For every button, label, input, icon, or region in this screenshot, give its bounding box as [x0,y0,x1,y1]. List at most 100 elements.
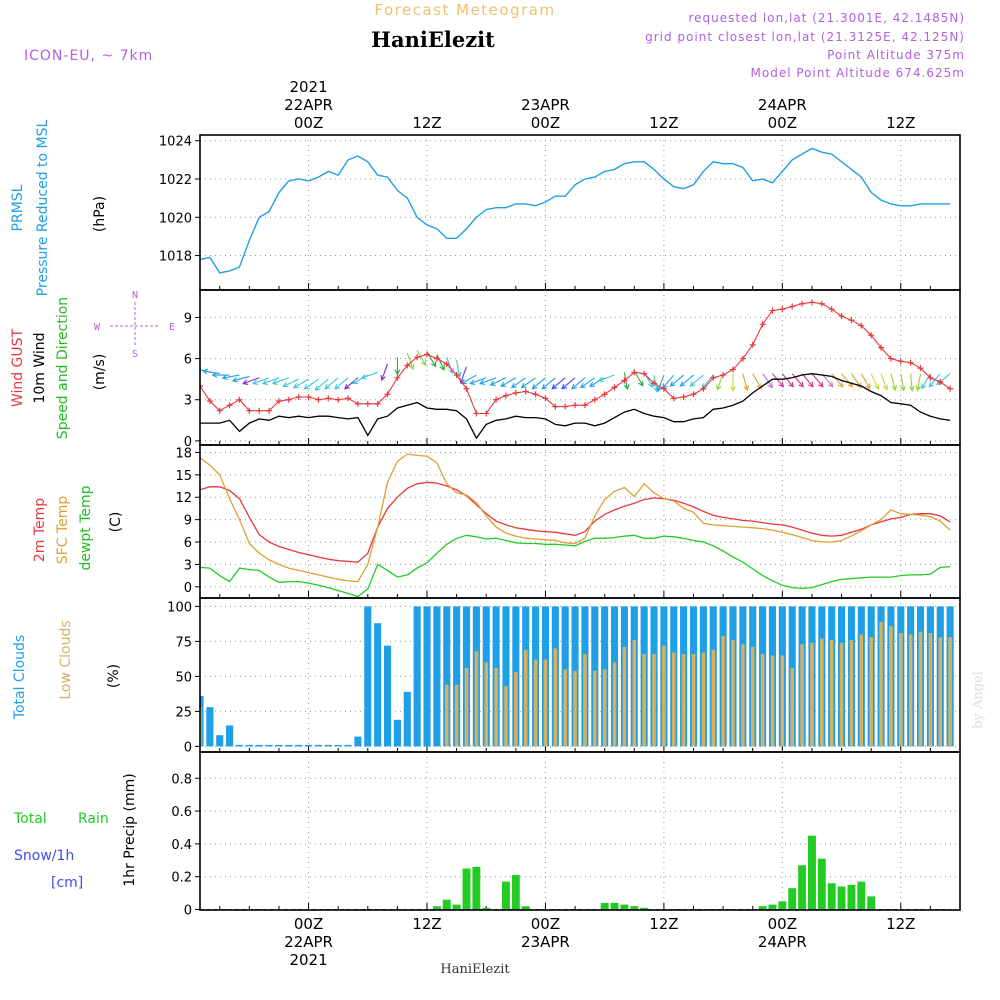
wind-gust-marker [266,407,273,414]
panel-frame [199,751,961,911]
point-altitude: Point Altitude 375m [827,48,965,62]
low-clouds-bar [583,654,587,747]
low-clouds-bar [928,633,933,747]
top-date-label: 22APR [284,96,333,114]
wind-gust-marker [799,300,806,307]
wind-arrow-head [915,385,922,392]
rain-bar [817,858,826,910]
low-clouds-bar [573,670,577,747]
wind-direction-arrow [936,373,951,386]
low-clouds-bar [760,654,765,747]
wind-direction-arrow [406,352,414,370]
wind-arrow-head [510,382,517,389]
wind-gust-marker [591,396,598,403]
y-tick-label: 0 [184,904,192,919]
snow-unit-label: [cm] [51,875,83,891]
wind-direction-arrow [500,377,517,387]
total-clouds-bar [502,606,510,747]
wind-gust-marker [808,299,815,306]
wind-direction-arrow [860,373,871,389]
low-clouds-bar [484,662,489,747]
low-clouds-bar [839,642,844,747]
wind-gust-marker [749,341,756,348]
top-time-tick-label: 00Z [768,114,797,132]
rain-bar [630,906,639,910]
low-clouds-bar [741,644,745,747]
top-time-tick-label: 00Z [294,114,323,132]
low-clouds-bar [200,707,202,747]
wind-direction-arrow [571,377,586,390]
pressure-line [200,147,951,274]
total-clouds-bar [216,735,224,747]
wind-arrow-head [656,386,663,393]
wind-gust-marker [710,374,717,381]
wind-arrow-head [282,381,289,388]
low-clouds-bar [810,642,814,747]
wind-arrow-head [716,384,722,391]
wind-gust-marker [305,393,312,400]
bottom-date-label: 22APR [284,933,333,951]
wind-gust-marker [364,400,371,407]
wind-arrow-head [252,379,259,385]
total-rain-label-total: Total [13,811,47,827]
total-clouds-bar [314,744,322,747]
wind-gust-marker [483,410,490,417]
panels: 1018102010221024036903691215180255075100… [159,134,961,919]
compass-north-label: N [132,290,138,301]
wind-arrow-head [778,381,785,388]
wind-gust-marker [887,355,894,362]
wind-direction-arrow [293,378,309,389]
wind-arrow-head [756,383,762,390]
wind-gust-marker [779,306,786,313]
wind-gust-marker [414,354,421,361]
wind-arrow-head [579,382,586,389]
time-axis: 00Z 12Z 00Z 12Z 00Z 12Z 22APR 23APR 24APR 2021 00Z… [284,78,915,969]
wind-arrow-head [921,383,927,390]
rain-bar [620,904,629,910]
wind-gust-marker [897,358,904,365]
bottom-date-label: 24APR [758,933,807,951]
wind-gust-marker [838,313,845,320]
total-clouds-bar [235,744,244,747]
wind-gust-marker [502,392,509,399]
panel-frame [199,444,961,599]
wind-direction-arrow [243,377,260,385]
wind-gust-marker [206,398,213,405]
rain-bar [600,902,609,910]
total-clouds-bar [206,707,214,747]
y-tick-label: 3 [184,394,192,409]
wind-direction-arrow [334,377,349,390]
dewpt-line [200,534,951,598]
wind-gust-marker [848,317,855,324]
wind-gust-marker [374,400,381,407]
bottom-watermark: HaniElezit [440,962,510,977]
low-clouds-bar [829,640,834,747]
side-watermark: by Angel [971,671,986,729]
total-clouds-bar [285,744,293,747]
wind-gust-marker [947,385,954,392]
bottom-time-tick-label: 12Z [649,915,678,933]
wind-gust-label: Wind GUST [10,328,26,407]
wind-arrow-head [891,385,898,392]
y-tick-label: 25 [175,705,192,720]
wind-gust-marker [759,321,766,328]
wind-arrow-head [589,381,596,387]
y-tick-label: 0.6 [171,805,192,820]
low-clouds-bar [671,652,676,747]
wind-arrow-head [344,383,350,390]
wind-arrow-head [201,368,208,375]
cloud-axis-labels: Total Clouds Low Clouds (%) [12,620,122,720]
wind-gust-marker [700,385,707,392]
rain-bar [827,883,836,910]
wind-arrow-head [531,383,538,390]
wind-direction-arrow [314,378,329,391]
prmsl-label: PRMSL [10,184,26,231]
wind-gust-marker [670,395,677,402]
wind-arrow-head [818,381,824,388]
wind-gust-marker [473,410,480,417]
y-tick-label: 9 [184,514,192,529]
wind-gust-marker [216,407,223,414]
wind-arrow-head [479,379,486,385]
wind-gust-marker [325,395,332,402]
temperature-panel: 0 3 6 9 12 15 18 [175,444,961,599]
